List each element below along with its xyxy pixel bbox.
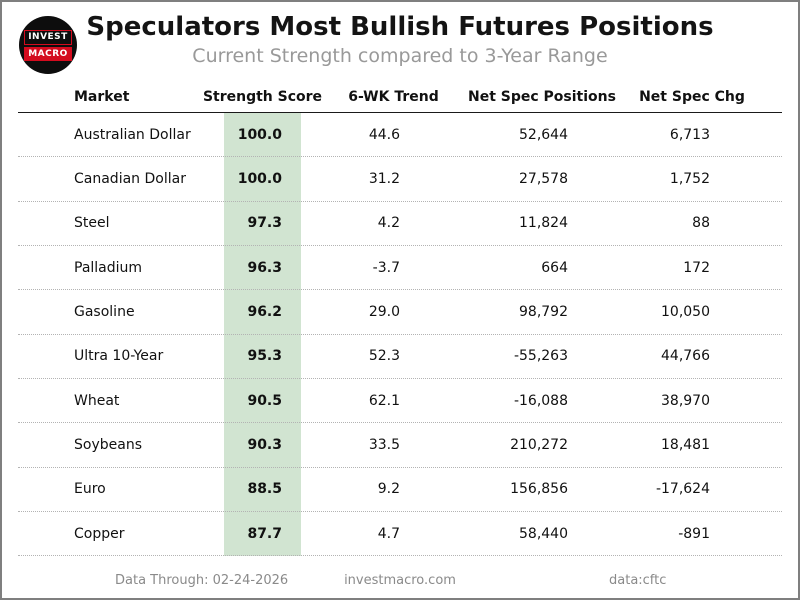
trend-cell: 62.1 (368, 392, 400, 409)
market-cell: Australian Dollar (74, 126, 191, 143)
score-cell: 100.0 (237, 126, 282, 143)
positions-cell: 27,578 (519, 171, 568, 188)
page-subtitle: Current Strength compared to 3-Year Rang… (192, 45, 608, 67)
trend-cell: 4.2 (377, 215, 400, 232)
market-cell: Euro (74, 481, 106, 498)
market-cell: Canadian Dollar (74, 171, 186, 188)
chg-cell: 38,970 (661, 392, 710, 409)
chg-cell: -891 (678, 525, 710, 542)
footer: Data Through: 02-24-2026 investmacro.com… (2, 573, 798, 593)
chg-cell: 172 (683, 259, 710, 276)
market-cell: Soybeans (74, 437, 142, 454)
footer-site: investmacro.com (344, 573, 456, 588)
score-cell: 96.2 (247, 304, 282, 321)
trend-cell: 29.0 (368, 304, 400, 321)
footer-source: data:cftc (609, 573, 667, 588)
score-cell: 88.5 (247, 481, 282, 498)
chg-cell: 1,752 (669, 171, 710, 188)
positions-cell: -16,088 (513, 392, 568, 409)
logo-text-invest: INVEST (24, 29, 72, 45)
score-cell: 90.5 (247, 392, 282, 409)
score-cell: 97.3 (247, 215, 282, 232)
market-cell: Palladium (74, 259, 143, 276)
column-header-market: Market (74, 89, 130, 105)
positions-cell: 58,440 (519, 525, 568, 542)
logo-text-macro: MACRO (24, 46, 72, 61)
chg-cell: -17,624 (655, 481, 710, 498)
column-header-trend: 6-WK Trend (348, 89, 439, 105)
chg-cell: 10,050 (661, 304, 710, 321)
market-cell: Gasoline (74, 304, 135, 321)
chg-cell: 44,766 (661, 348, 710, 365)
market-cell: Ultra 10-Year (74, 348, 164, 365)
positions-cell: 11,824 (519, 215, 568, 232)
positions-cell: 98,792 (519, 304, 568, 321)
trend-cell: 4.7 (377, 525, 400, 542)
column-header-strength: Strength Score (202, 89, 323, 105)
market-cell: Wheat (74, 392, 120, 409)
table-header-row: Market Strength Score 6-WK Trend Net Spe… (18, 82, 782, 112)
trend-cell: -3.7 (372, 259, 400, 276)
column-header-chg: Net Spec Chg (639, 89, 745, 105)
trend-cell: 33.5 (368, 437, 400, 454)
table-row: Australian Dollar 100.0 44.6 52,644 6,71… (18, 113, 782, 158)
page-title: Speculators Most Bullish Futures Positio… (86, 12, 714, 42)
positions-cell: -55,263 (513, 348, 568, 365)
table-row: Wheat 90.5 62.1 -16,088 38,970 (18, 379, 782, 424)
score-cell: 100.0 (237, 171, 282, 188)
footer-data-through: Data Through: 02-24-2026 (115, 573, 289, 588)
table-row: Soybeans 90.3 33.5 210,272 18,481 (18, 423, 782, 468)
table-row: Canadian Dollar 100.0 31.2 27,578 1,752 (18, 157, 782, 202)
column-header-positions: Net Spec Positions (468, 89, 616, 105)
investmacro-logo-icon: INVEST MACRO (19, 16, 77, 74)
score-cell: 95.3 (247, 348, 282, 365)
score-cell: 87.7 (247, 525, 282, 542)
table-row: Gasoline 96.2 29.0 98,792 10,050 (18, 290, 782, 335)
chg-cell: 6,713 (669, 126, 710, 143)
trend-cell: 31.2 (368, 171, 400, 188)
table-row: Palladium 96.3 -3.7 664 172 (18, 246, 782, 291)
market-cell: Steel (74, 215, 110, 232)
table-row: Copper 87.7 4.7 58,440 -891 (18, 512, 782, 557)
table-row: Steel 97.3 4.2 11,824 88 (18, 202, 782, 247)
table-body: Australian Dollar 100.0 44.6 52,644 6,71… (18, 112, 782, 557)
market-cell: Copper (74, 525, 125, 542)
table-row: Ultra 10-Year 95.3 52.3 -55,263 44,766 (18, 335, 782, 380)
score-cell: 90.3 (247, 437, 282, 454)
positions-cell: 52,644 (519, 126, 568, 143)
score-cell: 96.3 (247, 259, 282, 276)
trend-cell: 52.3 (368, 348, 400, 365)
trend-cell: 9.2 (377, 481, 400, 498)
positions-cell: 664 (541, 259, 568, 276)
positions-cell: 210,272 (510, 437, 568, 454)
positions-cell: 156,856 (510, 481, 568, 498)
table-row: Euro 88.5 9.2 156,856 -17,624 (18, 468, 782, 513)
chg-cell: 18,481 (661, 437, 710, 454)
trend-cell: 44.6 (368, 126, 400, 143)
chg-cell: 88 (692, 215, 710, 232)
